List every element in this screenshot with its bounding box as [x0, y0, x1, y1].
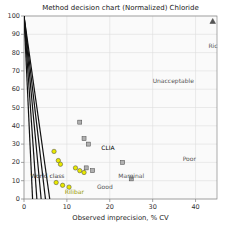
y-tick [21, 162, 24, 163]
y-tick-label: 10 [12, 177, 20, 185]
x-tick-label: 30 [149, 203, 157, 211]
y-tick [21, 180, 24, 181]
square-point [121, 160, 125, 164]
y-grid-line [24, 70, 217, 71]
circle-point [73, 166, 77, 170]
y-tick [21, 16, 24, 17]
x-tick-label: 10 [63, 203, 71, 211]
y-tick-label: 20 [12, 158, 20, 166]
y-grid-line [24, 180, 217, 181]
circle-point [78, 168, 82, 172]
y-tick-label: 30 [12, 140, 20, 148]
y-tick-label: 70 [12, 67, 20, 75]
square-point [86, 142, 90, 146]
y-grid-line [24, 34, 217, 35]
annotation: Rilibar [65, 188, 85, 195]
triangle-point [210, 18, 216, 23]
annotation: Unacceptable [153, 77, 194, 85]
annotation: Good [97, 183, 113, 190]
plot-background [24, 16, 217, 199]
title: Method decision chart (Normalized) Chlor… [42, 4, 199, 12]
circle-point [82, 170, 86, 174]
grid [24, 16, 217, 199]
y-tick-label: 100 [8, 12, 20, 20]
x-tick [195, 199, 196, 202]
x-tick [152, 199, 153, 202]
annotation: Marginal [118, 172, 144, 180]
plot-frame [24, 16, 217, 199]
annotation: Ric [208, 42, 217, 49]
y-tick [21, 89, 24, 90]
y-tick-label: 0 [16, 195, 20, 203]
y-grid-line [24, 89, 217, 90]
y-tick [21, 70, 24, 71]
circle-point [60, 183, 64, 187]
y-tick-label: 80 [12, 49, 20, 57]
y-tick [21, 125, 24, 126]
circle-point [54, 180, 58, 184]
circle-point [58, 162, 62, 166]
y-grid-line [24, 107, 217, 108]
y-tick-label: 40 [12, 122, 20, 130]
y-tick [21, 144, 24, 145]
square-point [84, 166, 88, 170]
square-point [82, 137, 86, 141]
x-tick [24, 199, 25, 202]
x-tick-label: 0 [22, 203, 26, 211]
chart: 0 10 20 30 40 0 10 20 30 40 50 60 70 80 90 100 Unaccepta… [0, 0, 225, 225]
y-grid-line [24, 144, 217, 145]
y-tick-label: 60 [12, 85, 20, 93]
square-point [78, 120, 82, 124]
y-grid-line [24, 125, 217, 126]
marks [24, 16, 216, 199]
y-tick [21, 107, 24, 108]
square-point [91, 169, 95, 173]
x-tick-label: 20 [106, 203, 114, 211]
x-tick-label: 40 [191, 203, 199, 211]
annotation: CLIA [101, 144, 115, 151]
y-tick-label: 90 [12, 30, 20, 38]
y-tick [21, 34, 24, 35]
x-axis-label: Observed imprecision, % CV [72, 214, 169, 222]
annotation: Poor [183, 155, 197, 162]
x-tick [109, 199, 110, 202]
y-tick [21, 52, 24, 53]
y-tick-label: 50 [12, 104, 20, 112]
annotation: World class [30, 172, 64, 179]
circle-point [52, 149, 56, 153]
y-grid-line [24, 52, 217, 53]
y-tick [21, 199, 24, 200]
x-tick [66, 199, 67, 202]
